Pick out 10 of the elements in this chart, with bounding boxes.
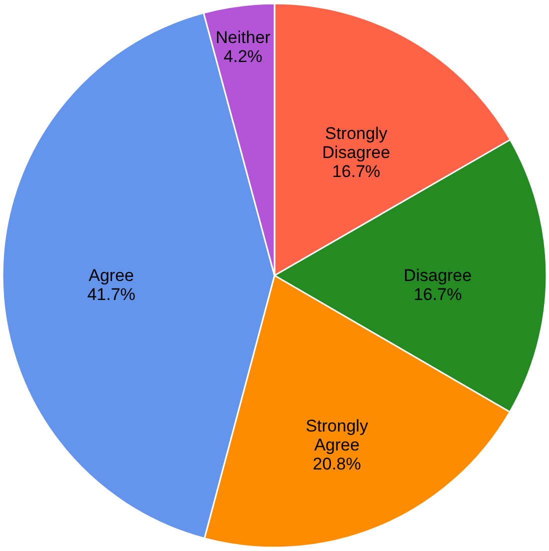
data-label: 16.7% (332, 162, 380, 182)
slice-label: Disagree (404, 266, 472, 285)
slice-label: Strongly Agree (306, 416, 369, 454)
data-label: 41.7% (87, 284, 136, 304)
data-label: 16.7% (414, 284, 462, 304)
data-label: 4.2% (224, 47, 262, 66)
data-label: 20.8% (312, 454, 361, 474)
slice-label: Strongly Disagree (322, 124, 390, 162)
slice-label: Neither (216, 28, 271, 48)
slice-label: Agree (88, 266, 134, 285)
